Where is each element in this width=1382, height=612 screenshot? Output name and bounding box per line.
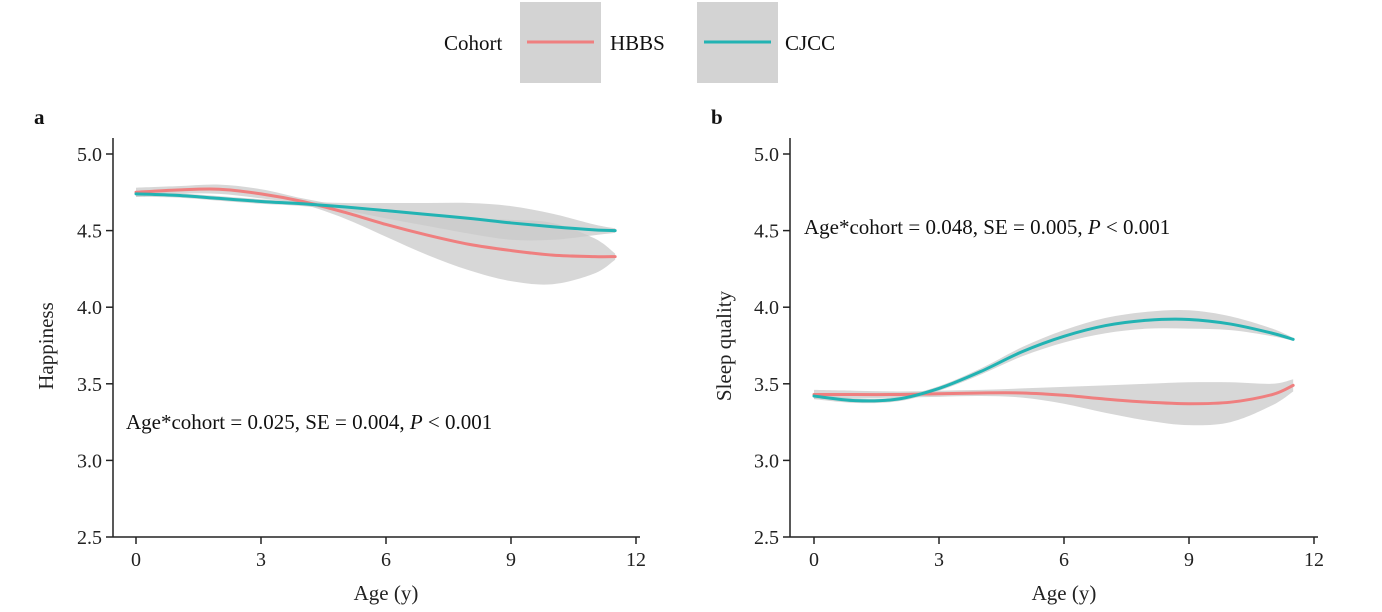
panel-b-line-cjcc <box>812 317 1295 403</box>
panel-b-x-tick-label-2: 6 <box>1059 549 1069 571</box>
panel-b: b 2.5 3.0 3.5 4.0 4.5 5.0 0 3 6 9 12 Age (y) Sleep… <box>711 105 1324 605</box>
panel-a-ci-band-cjcc <box>136 190 616 241</box>
panel-a-tag: a <box>34 105 45 129</box>
panel-a-line-hbbs <box>134 187 617 259</box>
legend-label-cjcc: CJCC <box>785 31 835 55</box>
panel-b-annotation-prefix: Age*cohort = 0.048, SE = 0.005, <box>804 215 1088 239</box>
panel-b-x-tick-label-3: 9 <box>1184 549 1194 571</box>
panel-b-y-tick-label-0: 2.5 <box>754 527 779 549</box>
panel-a-x-tick-label-0: 0 <box>131 549 141 571</box>
panel-a-y-tick-label-2: 3.5 <box>77 374 102 396</box>
panel-a-y-axis-title: Happiness <box>34 302 58 390</box>
panel-b-y-tick-label-4: 4.5 <box>754 221 779 243</box>
panel-b-lines <box>812 317 1295 406</box>
panel-a-x-tick-label-3: 9 <box>506 549 516 571</box>
panel-b-x-axis-title: Age (y) <box>1032 581 1097 605</box>
panel-b-line-hbbs <box>812 383 1295 406</box>
panel-a-axes: 2.5 3.0 3.5 4.0 4.5 5.0 0 3 6 9 12 <box>77 138 646 571</box>
legend-item-cjcc: CJCC <box>697 2 835 83</box>
panel-a-line-cjcc <box>134 192 617 233</box>
legend-title: Cohort <box>444 31 503 55</box>
legend: Cohort HBBS CJCC <box>444 2 835 83</box>
panel-b-y-tick-label-2: 3.5 <box>754 374 779 396</box>
panel-b-ci-bands <box>814 309 1294 426</box>
panel-a-annotation-suffix: < 0.001 <box>423 410 493 434</box>
panel-a: a 2.5 3.0 3.5 4.0 4.5 5.0 0 3 6 9 12 Age (y) Happi… <box>34 105 646 605</box>
panel-a-x-tick-label-4: 12 <box>626 549 646 571</box>
panel-b-annotation: Age*cohort = 0.048, SE = 0.005, P < 0.00… <box>804 215 1170 239</box>
panel-b-y-tick-label-3: 4.0 <box>754 297 779 319</box>
panel-b-x-tick-label-4: 12 <box>1304 549 1324 571</box>
panel-a-ci-bands <box>136 184 616 285</box>
panel-a-annotation-prefix: Age*cohort = 0.025, SE = 0.004, <box>126 410 410 434</box>
panel-b-axes: 2.5 3.0 3.5 4.0 4.5 5.0 0 3 6 9 12 <box>754 138 1324 571</box>
panel-b-x-tick-label-0: 0 <box>809 549 819 571</box>
panel-b-x-tick-label-1: 3 <box>934 549 944 571</box>
panel-b-y-axis-title: Sleep quality <box>712 290 736 401</box>
panel-a-y-tick-label-0: 2.5 <box>77 527 102 549</box>
panel-a-y-tick-label-5: 5.0 <box>77 144 102 166</box>
panel-b-y-tick-label-5: 5.0 <box>754 144 779 166</box>
panel-b-annotation-p: P <box>1087 215 1101 239</box>
panel-a-y-tick-label-1: 3.0 <box>77 450 102 472</box>
legend-item-hbbs: HBBS <box>520 2 665 83</box>
panel-a-x-tick-label-2: 6 <box>381 549 391 571</box>
panel-a-lines <box>134 187 617 259</box>
panel-a-annotation-p: P <box>409 410 423 434</box>
panel-b-tag: b <box>711 105 723 129</box>
panel-a-y-tick-label-3: 4.0 <box>77 297 102 319</box>
panel-a-x-axis-title: Age (y) <box>354 581 419 605</box>
panel-b-annotation-suffix: < 0.001 <box>1101 215 1171 239</box>
panel-b-y-tick-label-1: 3.0 <box>754 450 779 472</box>
panel-b-ci-band-hbbs <box>814 379 1294 426</box>
legend-label-hbbs: HBBS <box>610 31 665 55</box>
panel-a-y-tick-label-4: 4.5 <box>77 221 102 243</box>
panel-a-annotation: Age*cohort = 0.025, SE = 0.004, P < 0.00… <box>126 410 492 434</box>
panel-a-ci-band-hbbs <box>136 184 616 285</box>
panel-a-x-tick-label-1: 3 <box>256 549 266 571</box>
